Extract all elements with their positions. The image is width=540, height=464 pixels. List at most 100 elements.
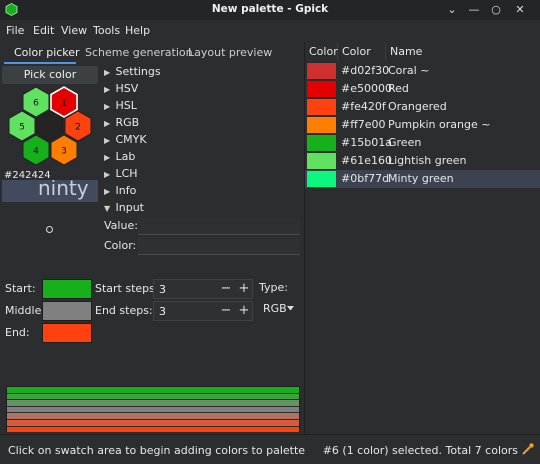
expander-arrow-icon: ▶: [104, 119, 111, 128]
swatch-hexagon-number: 6: [33, 99, 39, 109]
expander-label: HSL: [115, 99, 137, 112]
menu-view[interactable]: View: [61, 24, 88, 37]
start-steps-label: Start steps:: [95, 282, 159, 295]
start-steps-value: 3: [159, 283, 166, 296]
expander-arrow-icon: ▶: [104, 187, 111, 196]
swatch-hexagon[interactable]: [22, 86, 50, 118]
app-logo-icon: [5, 3, 18, 16]
minus-icon[interactable]: −: [220, 303, 232, 318]
expander-hsl[interactable]: ▶ HSL: [104, 99, 137, 112]
menu-tools[interactable]: Tools: [93, 24, 121, 37]
value-input[interactable]: [138, 217, 300, 235]
palette-row[interactable]: #fe420f Orangered: [305, 98, 540, 116]
palette-row[interactable]: #e50000 Red: [305, 80, 540, 98]
current-color-hexagon[interactable]: [36, 110, 64, 142]
middle-color-swatch[interactable]: [42, 301, 92, 321]
expander-label: LCH: [115, 167, 138, 180]
start-steps-spinner[interactable]: 3 − +: [153, 279, 253, 299]
status-bar: Click on swatch area to begin adding col…: [0, 434, 540, 464]
eyedropper-icon[interactable]: [521, 442, 535, 456]
palette-name: Lightish green: [388, 154, 467, 167]
menu-file[interactable]: File: [6, 24, 25, 37]
swatch-hexagon[interactable]: [50, 86, 78, 118]
menu-edit[interactable]: Edit: [33, 24, 55, 37]
expander-settings[interactable]: ▶ Settings: [104, 65, 161, 78]
expander-arrow-icon: ▶: [104, 136, 111, 145]
gradient-row: [7, 400, 299, 407]
pick-color-button[interactable]: Pick color: [2, 66, 98, 84]
palette-row[interactable]: #d02f30 Coral ~: [305, 62, 540, 80]
expander-label: CMYK: [115, 133, 147, 146]
palette-swatch: [307, 171, 336, 187]
expander-label: Input: [115, 201, 144, 214]
column-header-swatch[interactable]: Color: [305, 42, 338, 62]
palette-row[interactable]: #15b01a Green: [305, 134, 540, 152]
expander-label: Settings: [115, 65, 161, 78]
expander-input[interactable]: ▼ Input: [104, 201, 144, 214]
plus-icon[interactable]: +: [238, 281, 250, 296]
palette-swatch: [307, 117, 336, 133]
swatch-hexagon[interactable]: [8, 110, 36, 142]
expander-lch[interactable]: ▶ LCH: [104, 167, 138, 180]
gradient-row: [7, 393, 299, 401]
expander-arrow-icon: ▼: [104, 204, 111, 213]
status-hint: Click on swatch area to begin adding col…: [8, 444, 306, 457]
expander-arrow-icon: ▶: [104, 153, 111, 162]
status-selection: #6 (1 color) selected. Total 7 colors: [322, 444, 518, 457]
end-color-swatch[interactable]: [42, 323, 92, 343]
palette-row[interactable]: #ff7e00 Pumpkin orange ~: [305, 116, 540, 134]
tab-color-picker[interactable]: Color picker: [14, 46, 80, 59]
palette-name: Green: [388, 136, 422, 149]
gradient-row: [7, 406, 299, 414]
maximize-button[interactable]: ○: [491, 3, 501, 16]
title-bar: New palette - Gpick ⌄ — ○ ✕: [0, 0, 540, 20]
gradient-row: [7, 413, 299, 420]
start-label: Start:: [5, 282, 36, 295]
swatch-hexagon-number: 5: [19, 123, 25, 133]
expander-lab[interactable]: ▶ Lab: [104, 150, 135, 163]
type-select[interactable]: RGB: [258, 298, 300, 320]
palette-name: Minty green: [388, 172, 454, 185]
expander-hsv[interactable]: ▶ HSV: [104, 82, 138, 95]
tab-layout-preview[interactable]: Layout preview: [188, 46, 273, 59]
expander-arrow-icon: ▶: [104, 68, 111, 77]
end-steps-label: End steps:: [95, 304, 153, 317]
palette-swatch: [307, 135, 336, 151]
palette-swatch: [307, 63, 336, 79]
palette-swatch: [307, 153, 336, 169]
gradient-panel: Start: Middle: End: Start steps: 3 − + E…: [0, 278, 304, 434]
collapse-icon[interactable]: ⌄: [447, 3, 457, 16]
zoom-target-icon[interactable]: [46, 226, 53, 233]
start-color-swatch[interactable]: [42, 279, 92, 299]
plus-icon[interactable]: +: [238, 303, 250, 318]
swatch-hexagon[interactable]: [22, 134, 50, 166]
expander-rgb[interactable]: ▶ RGB: [104, 116, 139, 129]
color-swatch-hexagons[interactable]: 6 1 2 3 4 5: [2, 84, 98, 184]
swatch-hexagon[interactable]: [64, 110, 92, 142]
tab-scheme-generation[interactable]: Scheme generation: [85, 46, 193, 59]
expander-label: RGB: [115, 116, 140, 129]
close-button[interactable]: ✕: [515, 3, 525, 16]
minimize-button[interactable]: —: [468, 3, 480, 16]
middle-label: Middle:: [5, 304, 46, 317]
minus-icon[interactable]: −: [220, 281, 232, 296]
palette-hex: #15b01a: [341, 136, 392, 149]
expander-cmyk[interactable]: ▶ CMYK: [104, 133, 147, 146]
type-value: RGB: [263, 302, 287, 315]
expander-arrow-icon: ▶: [104, 85, 111, 94]
magnifier-preview: ninty (: [2, 180, 98, 202]
expander-info[interactable]: ▶ Info: [104, 184, 136, 197]
palette-name: Pumpkin orange ~: [388, 118, 491, 131]
palette-hex: #d02f30: [341, 64, 390, 77]
color-input[interactable]: [138, 237, 300, 255]
value-label: Value:: [104, 219, 138, 232]
column-header-hex[interactable]: Color: [338, 42, 386, 62]
end-steps-spinner[interactable]: 3 − +: [153, 301, 253, 321]
column-header-name[interactable]: Name: [390, 45, 423, 58]
palette-row[interactable]: #0bf77d Minty green: [305, 170, 540, 188]
palette-row[interactable]: #61e160 Lightish green: [305, 152, 540, 170]
palette-name: Red: [388, 82, 409, 95]
swatch-hexagon[interactable]: [50, 134, 78, 166]
menu-help[interactable]: Help: [125, 24, 151, 37]
left-panel: Color picker Scheme generation Layout pr…: [0, 42, 304, 434]
